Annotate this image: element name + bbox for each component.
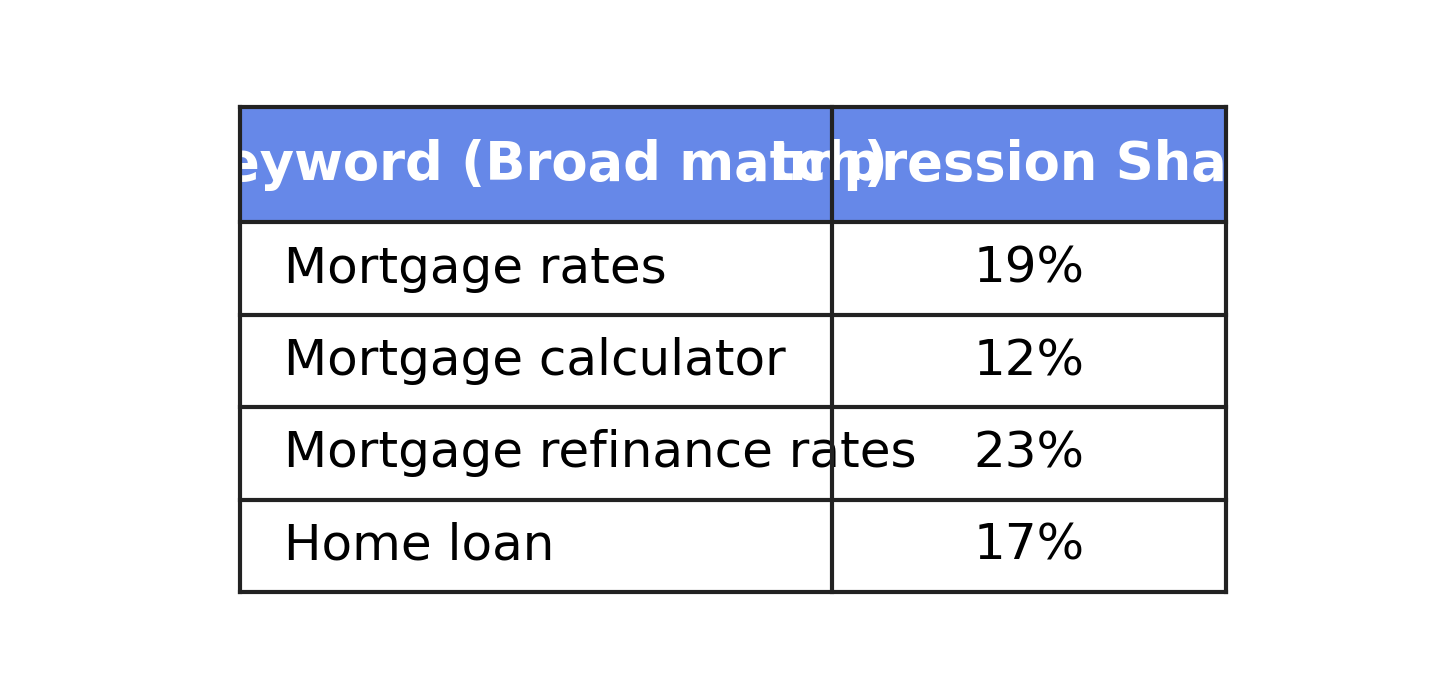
Bar: [240, 107, 831, 222]
Text: 19%: 19%: [974, 245, 1084, 293]
Bar: [240, 500, 831, 592]
Text: 12%: 12%: [974, 337, 1084, 385]
Text: Mortgage calculator: Mortgage calculator: [285, 337, 785, 385]
Text: Home loan: Home loan: [285, 522, 555, 570]
Bar: [240, 222, 831, 315]
Bar: [831, 500, 1226, 592]
Bar: [831, 315, 1226, 407]
Text: 17%: 17%: [974, 522, 1084, 570]
Text: Impression Share: Impression Share: [769, 138, 1288, 191]
Text: Mortgage refinance rates: Mortgage refinance rates: [285, 429, 917, 477]
Text: Keyword (Broad match): Keyword (Broad match): [183, 138, 888, 191]
Text: 23%: 23%: [974, 429, 1084, 477]
Text: Mortgage rates: Mortgage rates: [285, 245, 666, 293]
Bar: [831, 222, 1226, 315]
Bar: [831, 107, 1226, 222]
Bar: [240, 407, 831, 500]
Bar: [240, 315, 831, 407]
Bar: [831, 407, 1226, 500]
